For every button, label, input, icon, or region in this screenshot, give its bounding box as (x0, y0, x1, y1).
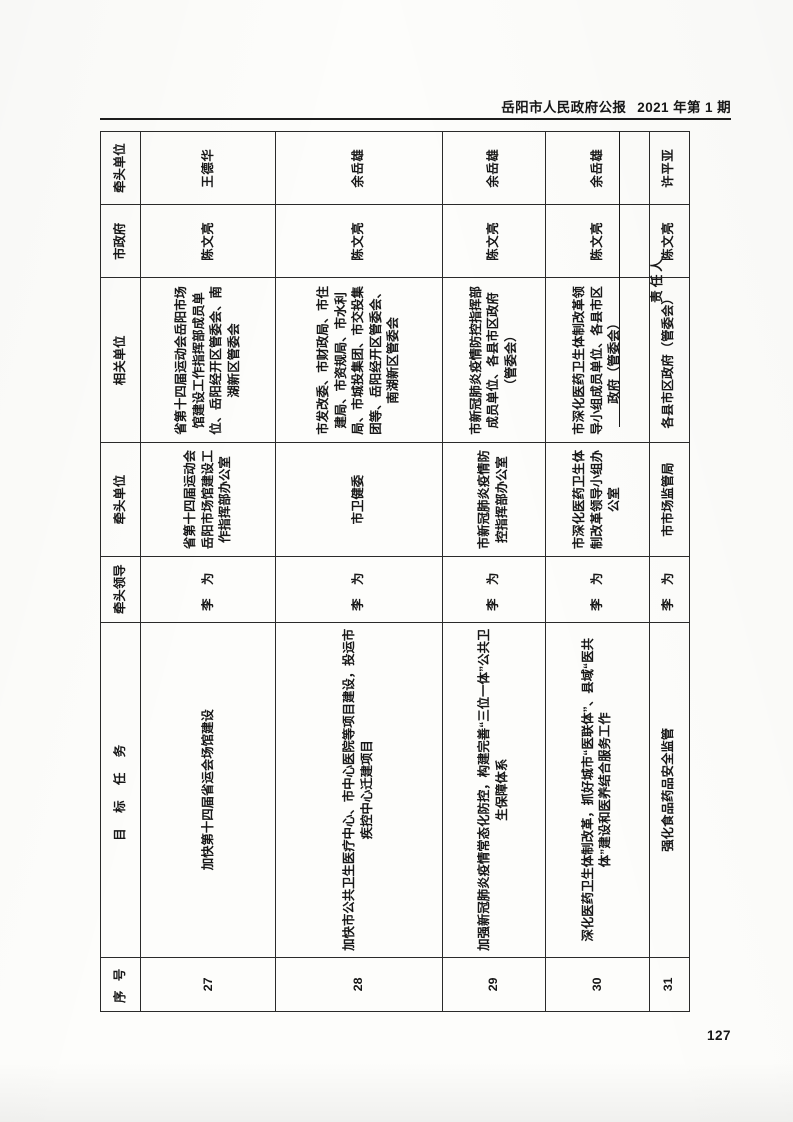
cell-task: 加强新冠肺炎疫情常态化防控，构建完善“三位一体”公共卫生保障体系 (442, 622, 546, 958)
cell-responsible-gov: 陈文亮 (140, 204, 276, 278)
col-header-lead-leader: 牵头领导 (100, 556, 141, 623)
cell-responsible-head: 王德华 (140, 131, 276, 205)
cell-related-unit: 市新冠肺炎疫情防控指挥部成员单位、各县市区政府（管委会） (442, 277, 546, 443)
table-header-row: 序 号 目 标 任 务 牵头领导 牵头单位 相关单位 市政府 牵头单位 (100, 131, 141, 1012)
cell-lead-unit: 市新冠肺炎疫情防控指挥部办公室 (442, 442, 546, 557)
table-row: 27 加快第十四届省运会场馆建设 李 为 省第十四届运动会岳阳市场馆建设工作指挥… (140, 131, 276, 1012)
cell-lead-unit: 市卫健委 (275, 442, 443, 557)
cell-task: 加快市公共卫生医疗中心、市中心医院等项目建设，投运市疾控中心迁建项目 (275, 622, 443, 958)
col-header-responsible-gov: 市政府 (100, 204, 141, 278)
col-header-responsible-head: 牵头单位 (100, 131, 141, 205)
table-row: 28 加快市公共卫生医疗中心、市中心医院等项目建设，投运市疾控中心迁建项目 李 … (275, 131, 443, 1012)
cell-lead-unit: 市市场监管局 (649, 442, 690, 557)
cell-lead-unit: 市深化医药卫生体制改革领导小组办公室 (545, 442, 650, 557)
objectives-table: 序 号 目 标 任 务 牵头领导 牵头单位 相关单位 市政府 牵头单位 27 加… (100, 131, 690, 1012)
col-header-serial: 序 号 (100, 957, 141, 1012)
cell-task: 强化食品药品安全监管 (649, 622, 690, 958)
page-folio: 127 (706, 1028, 731, 1043)
cell-task: 深化医药卫生体制改革，抓好城市“医联体”、县域“医共体”建设和医养结合服务工作 (545, 622, 650, 958)
cell-lead-leader: 李 为 (545, 556, 650, 623)
cell-serial: 28 (275, 957, 443, 1012)
cell-responsible-head: 余岳雄 (442, 131, 546, 205)
responsible-group-label: 责任人 (650, 255, 664, 303)
running-head: 岳阳市人民政府公报 2021 年第 1 期 (100, 96, 731, 116)
col-header-task: 目 标 任 务 (100, 622, 141, 958)
cell-lead-unit: 省第十四届运动会岳阳市场馆建设工作指挥部办公室 (140, 442, 276, 557)
issue-label: 2021 年第 1 期 (637, 100, 731, 115)
cell-lead-leader: 李 为 (140, 556, 276, 623)
cell-related-unit: 省第十四届运动会岳阳市场馆建设工作指挥部成员单位、岳阳经开区管委会、南湖新区管委… (140, 277, 276, 443)
table-row: 29 加强新冠肺炎疫情常态化防控，构建完善“三位一体”公共卫生保障体系 李 为 … (442, 131, 546, 1012)
cell-lead-leader: 李 为 (442, 556, 546, 623)
cell-serial: 27 (140, 957, 276, 1012)
col-header-related-unit: 相关单位 (100, 277, 141, 443)
cell-task: 加快第十四届省运会场馆建设 (140, 622, 276, 958)
cell-serial: 31 (649, 957, 690, 1012)
cell-responsible-gov: 陈文亮 (275, 204, 443, 278)
cell-responsible-head: 余岳雄 (275, 131, 443, 205)
cell-serial: 30 (545, 957, 650, 1012)
cell-lead-leader: 李 为 (649, 556, 690, 623)
cell-related-unit: 市发改委、市财政局、市住建局、市资规局、市水利局、市城投集团、市交投集团等、岳阳… (275, 277, 443, 443)
col-header-lead-unit: 牵头单位 (100, 442, 141, 557)
responsible-group-label-box: 责任人 (619, 131, 691, 427)
cell-lead-leader: 李 为 (275, 556, 443, 623)
cell-serial: 29 (442, 957, 546, 1012)
header-rule (100, 118, 731, 120)
publication-title: 岳阳市人民政府公报 (501, 100, 627, 115)
cell-responsible-gov: 陈文亮 (442, 204, 546, 278)
rotated-table-host: 序 号 目 标 任 务 牵头领导 牵头单位 相关单位 市政府 牵头单位 27 加… (100, 131, 690, 1012)
